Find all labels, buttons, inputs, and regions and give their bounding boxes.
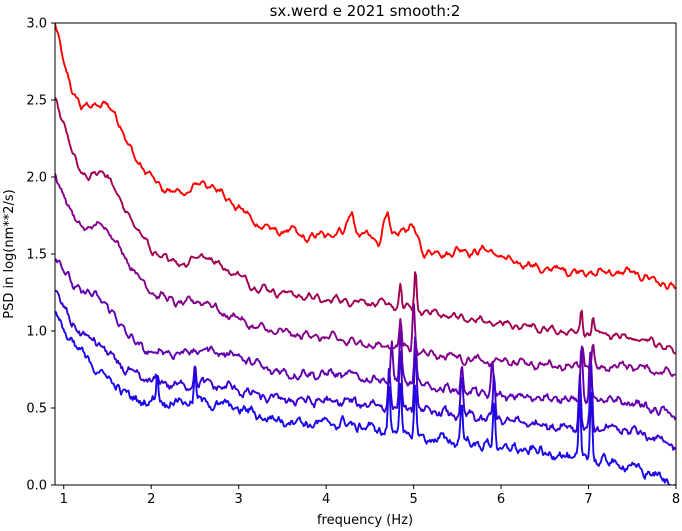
series-line-6 xyxy=(55,310,676,485)
y-tick-label: 2.0 xyxy=(26,171,47,186)
series-layer xyxy=(55,23,676,485)
y-tick-label: 3.0 xyxy=(26,17,47,32)
y-axis-label: PSD in log(nm**2/s) xyxy=(2,189,17,319)
series-line-3 xyxy=(55,172,676,378)
series-line-2 xyxy=(55,96,676,355)
y-tick-label: 0.0 xyxy=(26,479,47,494)
series-line-1 xyxy=(55,23,676,290)
x-tick-label: 4 xyxy=(322,492,330,507)
y-tick-label: 2.5 xyxy=(26,94,47,109)
x-tick-label: 5 xyxy=(409,492,417,507)
y-tick-label: 1.0 xyxy=(26,325,47,340)
x-tick-label: 7 xyxy=(584,492,592,507)
x-tick-label: 6 xyxy=(497,492,505,507)
series-line-4 xyxy=(55,258,676,421)
y-tick-label: 0.5 xyxy=(26,402,47,417)
x-tick-label: 8 xyxy=(672,492,680,507)
chart-title: sx.werd e 2021 smooth:2 xyxy=(270,2,461,20)
y-axis: 0.0 0.5 1.0 1.5 2.0 2.5 3.0 xyxy=(26,17,55,494)
x-tick-label: 2 xyxy=(147,492,155,507)
x-axis: 1 2 3 4 5 6 7 8 xyxy=(60,485,680,507)
x-axis-label: frequency (Hz) xyxy=(317,513,413,528)
x-tick-label: 3 xyxy=(235,492,243,507)
x-tick-label: 1 xyxy=(60,492,68,507)
y-tick-label: 1.5 xyxy=(26,248,47,263)
